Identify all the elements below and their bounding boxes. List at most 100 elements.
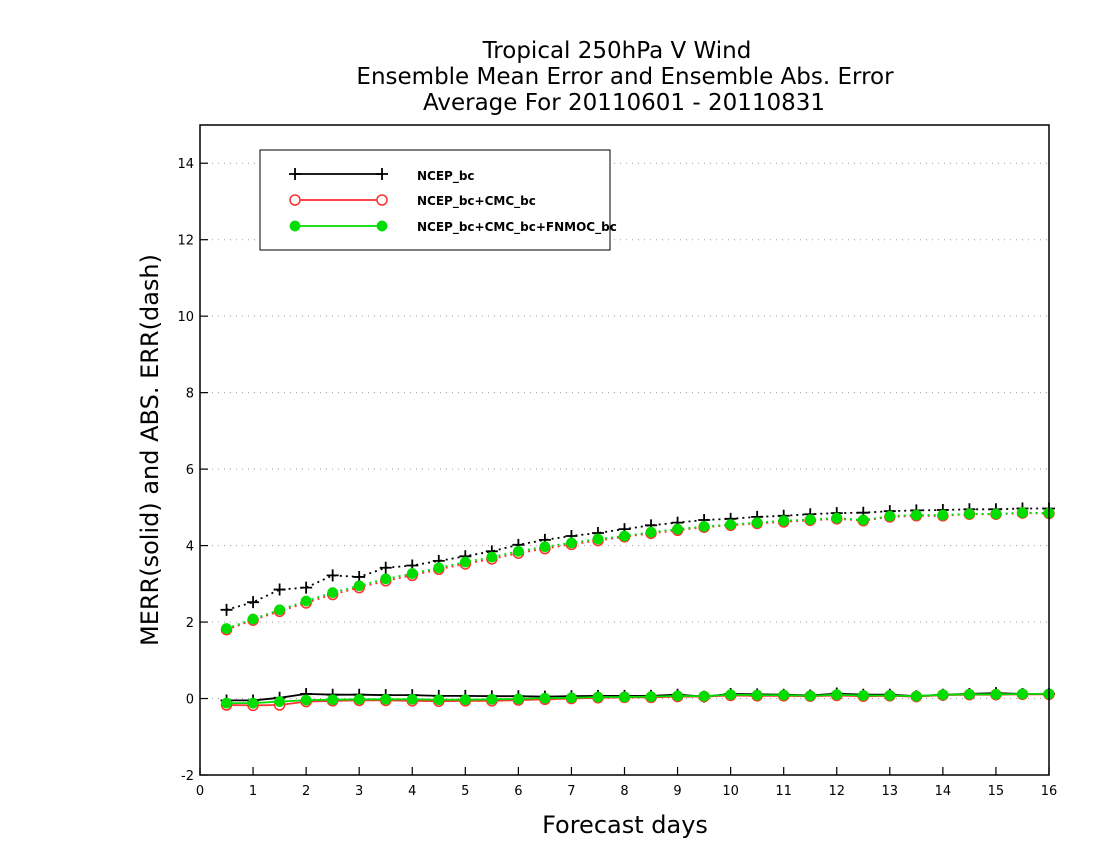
data-point-abs-err-ncep-bc-cmc-bc-fnmoc-bc-1 <box>247 613 259 625</box>
data-point-abs-err-ncep-bc-cmc-bc-fnmoc-bc-4 <box>327 587 339 599</box>
x-tick-label-6: 6 <box>514 784 522 799</box>
legend-marker-end-ncep-bc <box>376 168 388 180</box>
x-tick-label-15: 15 <box>988 784 1005 799</box>
data-point-merr-ncep-bc-cmc-bc-fnmoc-bc-2 <box>274 696 286 708</box>
y-tick-label--2: -2 <box>181 769 194 784</box>
data-point-merr-ncep-bc-cmc-bc-fnmoc-bc-3 <box>300 694 312 706</box>
data-point-merr-ncep-bc-cmc-bc-fnmoc-bc-25 <box>884 690 896 701</box>
x-axis-label: Forecast days <box>542 811 708 839</box>
data-point-merr-ncep-bc-cmc-bc-fnmoc-bc-19 <box>725 689 737 701</box>
x-tick-label-7: 7 <box>567 784 575 799</box>
x-tick-label-1: 1 <box>249 784 257 799</box>
data-point-abs-err-ncep-bc-cmc-bc-fnmoc-bc-18 <box>698 521 710 532</box>
y-tick-label-10: 10 <box>177 310 194 325</box>
legend-label-ncep-bc: NCEP_bc <box>417 169 475 184</box>
x-tick-label-5: 5 <box>461 784 469 799</box>
data-point-merr-ncep-bc-cmc-bc-fnmoc-bc-22 <box>804 690 816 702</box>
data-point-abs-err-ncep-bc-0 <box>220 603 233 616</box>
legend-swatches <box>289 168 388 232</box>
data-point-merr-ncep-bc-cmc-bc-fnmoc-bc-15 <box>619 691 630 703</box>
data-point-abs-err-ncep-bc-cmc-bc-fnmoc-bc-17 <box>672 523 684 535</box>
x-tick-label-4: 4 <box>408 784 416 799</box>
data-point-merr-ncep-bc-cmc-bc-fnmoc-bc-17 <box>672 690 684 702</box>
data-point-abs-err-ncep-bc-3 <box>300 581 313 594</box>
data-point-abs-err-ncep-bc-cmc-bc-fnmoc-bc-15 <box>619 530 630 542</box>
data-point-abs-err-ncep-bc-cmc-bc-fnmoc-bc-0 <box>221 623 232 635</box>
data-point-abs-err-ncep-bc-cmc-bc-fnmoc-bc-9 <box>459 556 471 568</box>
data-point-merr-ncep-bc-cmc-bc-fnmoc-bc-1 <box>247 697 259 709</box>
data-point-merr-ncep-bc-cmc-bc-fnmoc-bc-10 <box>486 693 498 705</box>
data-point-abs-err-ncep-bc-cmc-bc-fnmoc-bc-25 <box>884 510 896 522</box>
data-point-merr-ncep-bc-cmc-bc-fnmoc-bc-21 <box>778 689 790 701</box>
data-point-merr-ncep-bc-cmc-bc-fnmoc-bc-0 <box>221 697 232 709</box>
data-point-abs-err-ncep-bc-cmc-bc-fnmoc-bc-11 <box>512 545 524 557</box>
data-point-abs-err-ncep-bc-cmc-bc-fnmoc-bc-13 <box>565 537 577 549</box>
data-point-merr-ncep-bc-cmc-bc-fnmoc-bc-4 <box>327 694 339 706</box>
data-point-abs-err-ncep-bc-cmc-bc-fnmoc-bc-21 <box>778 515 790 527</box>
data-point-merr-ncep-bc-cmc-bc-fnmoc-bc-23 <box>831 689 843 701</box>
data-point-abs-err-ncep-bc-cmc-bc-fnmoc-bc-3 <box>300 595 312 607</box>
legend-label-ncep-cmc: NCEP_bc+CMC_bc <box>417 194 536 209</box>
x-tick-label-2: 2 <box>302 784 310 799</box>
data-point-abs-err-ncep-bc-cmc-bc-fnmoc-bc-28 <box>963 508 975 520</box>
data-point-merr-ncep-bc-cmc-bc-fnmoc-bc-11 <box>512 693 524 705</box>
data-point-abs-err-ncep-bc-cmc-bc-fnmoc-bc-16 <box>645 526 657 538</box>
series-line-abs-err-ncep-bc-cmc-bc <box>226 512 1050 631</box>
data-point-abs-err-ncep-bc-cmc-bc-fnmoc-bc-22 <box>804 514 816 526</box>
data-point-merr-ncep-bc-cmc-bc-fnmoc-bc-5 <box>353 693 365 705</box>
data-point-abs-err-ncep-bc-cmc-bc-fnmoc-bc-29 <box>990 508 1002 520</box>
legend-label-ncep-cmc-fnmoc: NCEP_bc+CMC_bc+FNMOC_bc <box>417 220 617 235</box>
data-point-merr-ncep-bc-cmc-bc-fnmoc-bc-12 <box>539 692 551 704</box>
y-tick-label-8: 8 <box>186 387 194 402</box>
legend-marker-start-ncep-bc <box>289 168 301 180</box>
data-point-merr-ncep-bc-cmc-bc-fnmoc-bc-27 <box>937 689 949 701</box>
data-point-merr-ncep-bc-cmc-bc-fnmoc-bc-26 <box>910 690 922 702</box>
data-point-abs-err-ncep-bc-cmc-bc-fnmoc-bc-2 <box>274 604 286 616</box>
data-point-abs-err-ncep-bc-cmc-bc-fnmoc-bc-30 <box>1017 507 1028 519</box>
x-tick-label-9: 9 <box>673 784 681 799</box>
series-layer <box>220 502 1055 712</box>
legend-marker-start-ncep-bc-cmc-bc <box>289 194 301 206</box>
data-point-abs-err-ncep-bc-cmc-bc-fnmoc-bc-7 <box>406 568 418 579</box>
legend-marker-start-ncep-bc-cmc-bc-fnmoc-bc <box>289 220 301 232</box>
data-point-abs-err-ncep-bc-cmc-bc-fnmoc-bc-19 <box>725 519 737 531</box>
y-tick-label-2: 2 <box>186 616 194 631</box>
data-point-merr-ncep-bc-cmc-bc-fnmoc-bc-7 <box>406 693 418 705</box>
data-point-merr-ncep-bc-cmc-bc-fnmoc-bc-20 <box>751 689 763 701</box>
series-line-abs-err-ncep-bc <box>226 507 1049 611</box>
data-point-abs-err-ncep-bc-cmc-bc-fnmoc-bc-14 <box>592 533 604 545</box>
legend: NCEP_bc NCEP_bc+CMC_bc NCEP_bc+CMC_bc+FN… <box>259 149 617 251</box>
x-tick-label-16: 16 <box>1041 784 1058 799</box>
data-point-abs-err-ncep-bc-cmc-bc-fnmoc-bc-24 <box>857 514 869 526</box>
y-tick-label-14: 14 <box>177 157 194 172</box>
gridlines <box>200 162 1049 776</box>
data-point-merr-ncep-bc-cmc-bc-fnmoc-bc-14 <box>592 691 604 703</box>
data-point-abs-err-ncep-bc-cmc-bc-fnmoc-bc-5 <box>353 580 365 592</box>
y-tick-label-4: 4 <box>186 540 194 555</box>
data-point-merr-ncep-bc-cmc-bc-fnmoc-bc-8 <box>433 694 445 706</box>
title-line-2: Ensemble Mean Error and Ensemble Abs. Er… <box>356 64 894 90</box>
data-point-merr-ncep-bc-cmc-bc-fnmoc-bc-28 <box>963 688 975 700</box>
x-tick-label-3: 3 <box>355 784 363 799</box>
data-point-abs-err-ncep-bc-cmc-bc-fnmoc-bc-6 <box>380 573 392 585</box>
data-point-merr-ncep-bc-cmc-bc-fnmoc-bc-6 <box>380 693 392 705</box>
data-point-abs-err-ncep-bc-cmc-bc-fnmoc-bc-27 <box>937 509 949 521</box>
data-point-abs-err-ncep-bc-cmc-bc-fnmoc-bc-8 <box>433 562 445 574</box>
x-tick-label-13: 13 <box>882 784 899 799</box>
data-point-abs-err-ncep-bc-cmc-bc-fnmoc-bc-20 <box>751 517 763 529</box>
x-tick-label-10: 10 <box>722 784 739 799</box>
y-tick-label-0: 0 <box>186 693 194 708</box>
data-point-abs-err-ncep-bc-cmc-bc-fnmoc-bc-12 <box>539 541 551 553</box>
x-tick-label-12: 12 <box>828 784 845 799</box>
data-point-abs-err-ncep-bc-2 <box>273 583 286 596</box>
data-point-abs-err-ncep-bc-cmc-bc-fnmoc-bc-10 <box>486 551 498 563</box>
data-point-abs-err-ncep-bc-1 <box>247 596 260 609</box>
data-point-abs-err-ncep-bc-cmc-bc-fnmoc-bc-26 <box>910 509 922 521</box>
data-point-merr-ncep-bc-cmc-bc-fnmoc-bc-13 <box>565 692 577 704</box>
data-point-merr-ncep-bc-cmc-bc-fnmoc-bc-18 <box>698 690 710 702</box>
data-point-abs-err-ncep-bc-cmc-bc-fnmoc-bc-23 <box>831 512 843 524</box>
data-point-merr-ncep-bc-cmc-bc-fnmoc-bc-24 <box>857 690 869 701</box>
legend-marker-end-ncep-bc-cmc-bc-fnmoc-bc <box>376 220 388 232</box>
chart-title: Tropical 250hPa V Wind Ensemble Mean Err… <box>356 38 894 116</box>
